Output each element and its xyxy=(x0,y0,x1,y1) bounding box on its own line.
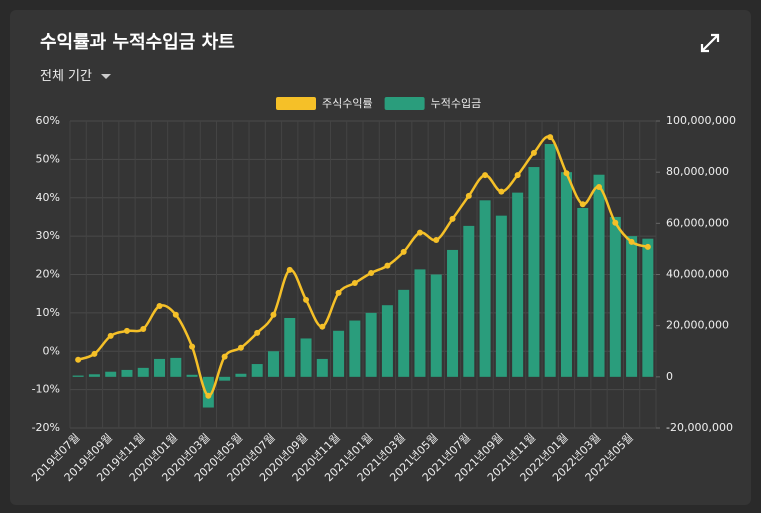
period-dropdown[interactable]: 전체 기간 xyxy=(40,65,112,84)
point xyxy=(563,170,570,177)
y-tick-label: -20% xyxy=(32,421,60,434)
bar xyxy=(642,238,654,377)
point xyxy=(400,248,407,255)
legend-swatch xyxy=(276,97,316,110)
bar xyxy=(202,376,214,408)
bar xyxy=(414,269,426,377)
bar xyxy=(577,207,589,377)
point xyxy=(140,325,147,332)
bar xyxy=(544,144,556,377)
bar xyxy=(495,215,507,377)
bar xyxy=(186,374,198,377)
bar xyxy=(430,274,442,377)
bar xyxy=(235,373,247,377)
y2-tick-label: 80,000,000 xyxy=(666,165,729,178)
bar xyxy=(219,376,231,381)
point xyxy=(335,289,342,296)
point xyxy=(75,356,82,363)
bar xyxy=(593,174,605,377)
point xyxy=(433,236,440,243)
point xyxy=(303,296,310,303)
bar xyxy=(479,200,491,377)
y-tick-label: 10% xyxy=(36,306,60,319)
bar xyxy=(154,358,166,377)
bar xyxy=(300,338,312,377)
point xyxy=(368,269,375,276)
bar xyxy=(560,172,572,377)
chart-title: 수익률과 누적수입금 차트 xyxy=(40,32,235,53)
bar xyxy=(251,364,263,377)
y2-tick-label: 40,000,000 xyxy=(666,268,729,281)
point xyxy=(482,172,489,179)
bar xyxy=(381,305,393,377)
point xyxy=(237,344,244,351)
expand-button[interactable] xyxy=(699,32,721,54)
bar xyxy=(447,249,459,377)
point xyxy=(91,350,98,357)
point xyxy=(254,329,261,336)
point xyxy=(270,311,277,318)
y-tick-label: 30% xyxy=(36,229,60,242)
bar xyxy=(463,225,475,377)
bar xyxy=(316,358,328,377)
legend-swatch xyxy=(384,97,425,110)
bar xyxy=(609,216,621,377)
period-label: 전체 기간 xyxy=(40,69,92,84)
bar xyxy=(365,312,377,377)
y-tick-label: 50% xyxy=(36,152,60,165)
bar xyxy=(333,330,345,377)
bar xyxy=(398,289,410,377)
point xyxy=(189,343,196,350)
point xyxy=(465,192,472,199)
y2-tick-label: 0 xyxy=(666,370,673,383)
y-tick-label: -10% xyxy=(32,383,60,396)
point xyxy=(530,149,537,156)
point xyxy=(286,266,293,273)
legend-label: 주식수익률 xyxy=(322,97,373,110)
y2-tick-label: -20,000,000 xyxy=(666,421,733,434)
bar xyxy=(349,320,361,377)
point xyxy=(612,219,619,226)
point xyxy=(596,184,603,191)
point xyxy=(644,243,651,250)
y2-tick-label: 100,000,000 xyxy=(666,114,736,127)
bar xyxy=(267,351,279,377)
bar xyxy=(512,192,524,377)
bar xyxy=(88,374,100,377)
legend-label: 누적수입금 xyxy=(431,97,482,110)
point xyxy=(221,353,228,360)
point xyxy=(498,188,505,195)
bar xyxy=(626,236,638,377)
y-tick-label: 0% xyxy=(43,344,60,357)
bar xyxy=(170,357,182,377)
bar xyxy=(137,367,149,377)
bar xyxy=(105,371,117,377)
point xyxy=(156,302,163,309)
point xyxy=(579,201,586,208)
y-tick-label: 40% xyxy=(36,191,60,204)
point xyxy=(628,238,635,245)
point xyxy=(123,327,130,334)
point xyxy=(205,392,212,399)
point xyxy=(449,215,456,222)
point xyxy=(172,311,179,318)
point xyxy=(384,262,391,269)
point xyxy=(319,323,326,330)
y-tick-label: 60% xyxy=(36,114,60,127)
y2-tick-label: 20,000,000 xyxy=(666,319,729,332)
point xyxy=(547,134,554,141)
bar xyxy=(72,375,84,377)
point xyxy=(107,332,114,339)
bar xyxy=(528,167,540,377)
y2-tick-label: 60,000,000 xyxy=(666,216,729,229)
point xyxy=(416,229,423,236)
dropdown-arrow xyxy=(100,73,111,79)
point xyxy=(351,279,358,286)
bar xyxy=(121,369,133,377)
point xyxy=(514,172,521,179)
bar xyxy=(284,317,296,377)
y-tick-label: 20% xyxy=(36,268,60,281)
